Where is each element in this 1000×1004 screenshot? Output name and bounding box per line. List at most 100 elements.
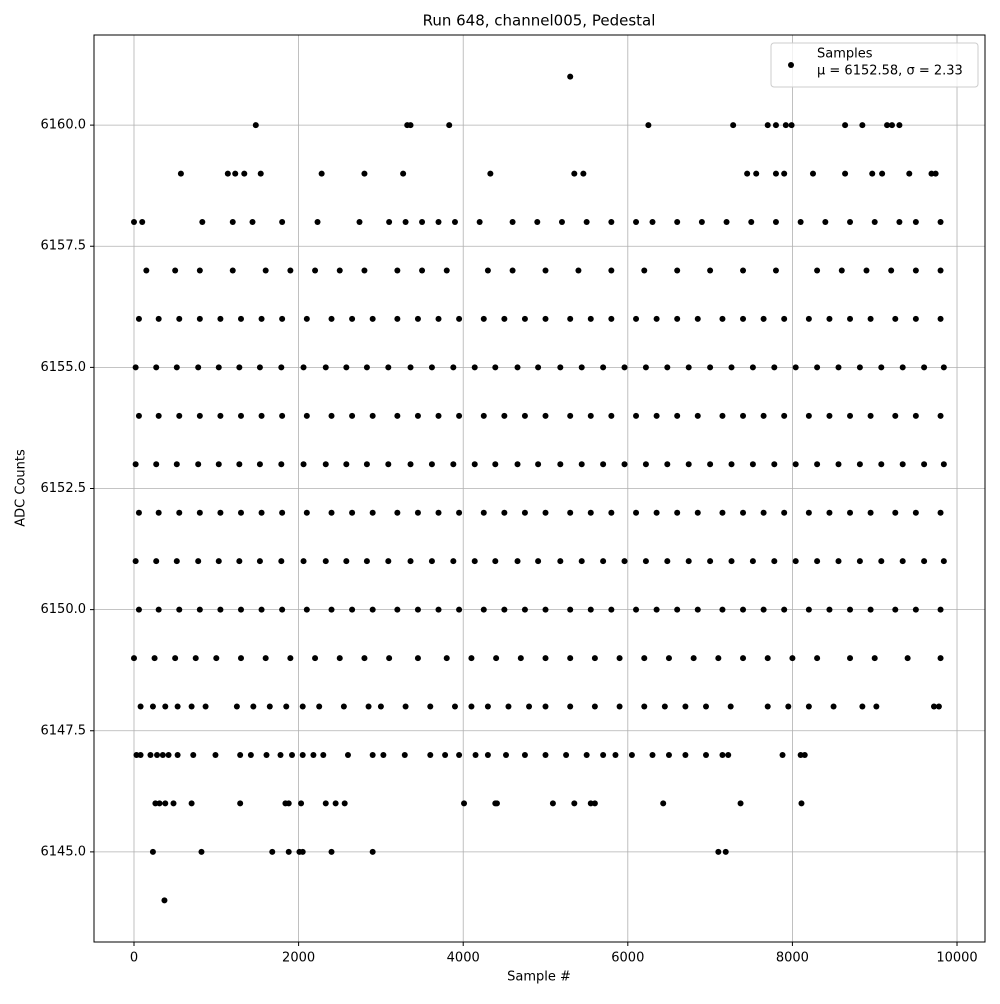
data-point	[653, 509, 660, 516]
data-point	[471, 461, 478, 468]
data-point	[608, 219, 615, 226]
data-point	[343, 461, 350, 468]
data-point	[521, 751, 528, 758]
data-point	[899, 364, 906, 371]
data-point	[501, 606, 508, 613]
data-point	[320, 751, 327, 758]
data-point	[236, 364, 243, 371]
data-point	[725, 751, 732, 758]
data-point	[363, 461, 370, 468]
data-point	[468, 655, 475, 662]
data-point	[772, 219, 779, 226]
data-point	[781, 170, 788, 177]
data-point	[740, 315, 747, 322]
data-point	[299, 848, 306, 855]
data-point	[322, 800, 329, 807]
data-point	[287, 655, 294, 662]
data-point	[873, 703, 880, 710]
data-point	[782, 122, 789, 129]
data-point	[394, 509, 401, 516]
data-point	[884, 122, 891, 129]
data-point	[575, 267, 582, 274]
data-point	[633, 219, 640, 226]
data-point	[484, 267, 491, 274]
data-point	[435, 509, 442, 516]
data-point	[814, 364, 821, 371]
data-point	[665, 751, 672, 758]
data-point	[451, 219, 458, 226]
data-point	[542, 315, 549, 322]
data-point	[567, 412, 574, 419]
data-point	[414, 655, 421, 662]
data-point	[608, 509, 615, 516]
data-point	[407, 558, 414, 565]
data-point	[674, 606, 681, 613]
data-point	[266, 703, 273, 710]
data-point	[871, 655, 878, 662]
data-point	[740, 509, 747, 516]
data-point	[132, 364, 139, 371]
data-point	[153, 558, 160, 565]
data-point	[369, 509, 376, 516]
data-point	[847, 606, 854, 613]
data-point	[132, 558, 139, 565]
data-point	[480, 509, 487, 516]
data-point	[336, 655, 343, 662]
data-point	[446, 122, 453, 129]
data-point	[591, 703, 598, 710]
data-point	[805, 412, 812, 419]
data-point	[723, 219, 730, 226]
data-point	[521, 509, 528, 516]
data-point	[328, 848, 335, 855]
data-point	[694, 606, 701, 613]
data-point	[176, 315, 183, 322]
data-point	[835, 558, 842, 565]
data-point	[450, 364, 457, 371]
data-point	[888, 267, 895, 274]
data-point	[310, 751, 317, 758]
data-point	[583, 219, 590, 226]
data-point	[153, 364, 160, 371]
data-point	[567, 703, 574, 710]
data-point	[580, 170, 587, 177]
x-tick-label: 4000	[447, 951, 480, 966]
data-point	[258, 509, 265, 516]
data-point	[591, 800, 598, 807]
chart-title: Run 648, channel005, Pedestal	[423, 12, 656, 30]
data-point	[173, 558, 180, 565]
data-point	[256, 558, 263, 565]
data-point	[196, 315, 203, 322]
data-point	[805, 703, 812, 710]
data-point	[369, 751, 376, 758]
data-point	[176, 606, 183, 613]
data-point	[285, 848, 292, 855]
data-point	[912, 219, 919, 226]
data-point	[835, 364, 842, 371]
data-point	[685, 461, 692, 468]
data-point	[542, 509, 549, 516]
data-point	[664, 558, 671, 565]
data-point	[137, 703, 144, 710]
data-point	[788, 122, 795, 129]
data-point	[649, 751, 656, 758]
data-point	[542, 267, 549, 274]
data-point	[174, 751, 181, 758]
data-point	[719, 412, 726, 419]
data-point	[805, 509, 812, 516]
data-point	[587, 509, 594, 516]
data-point	[236, 461, 243, 468]
data-point	[343, 364, 350, 371]
data-point	[435, 412, 442, 419]
data-point	[279, 606, 286, 613]
data-point	[591, 655, 598, 662]
data-point	[155, 412, 162, 419]
data-point	[443, 267, 450, 274]
data-point	[822, 219, 829, 226]
data-point	[587, 315, 594, 322]
data-point	[298, 800, 305, 807]
data-point	[402, 703, 409, 710]
y-tick-label: 6152.5	[41, 481, 87, 496]
data-point	[229, 267, 236, 274]
data-point	[237, 751, 244, 758]
data-point	[303, 315, 310, 322]
